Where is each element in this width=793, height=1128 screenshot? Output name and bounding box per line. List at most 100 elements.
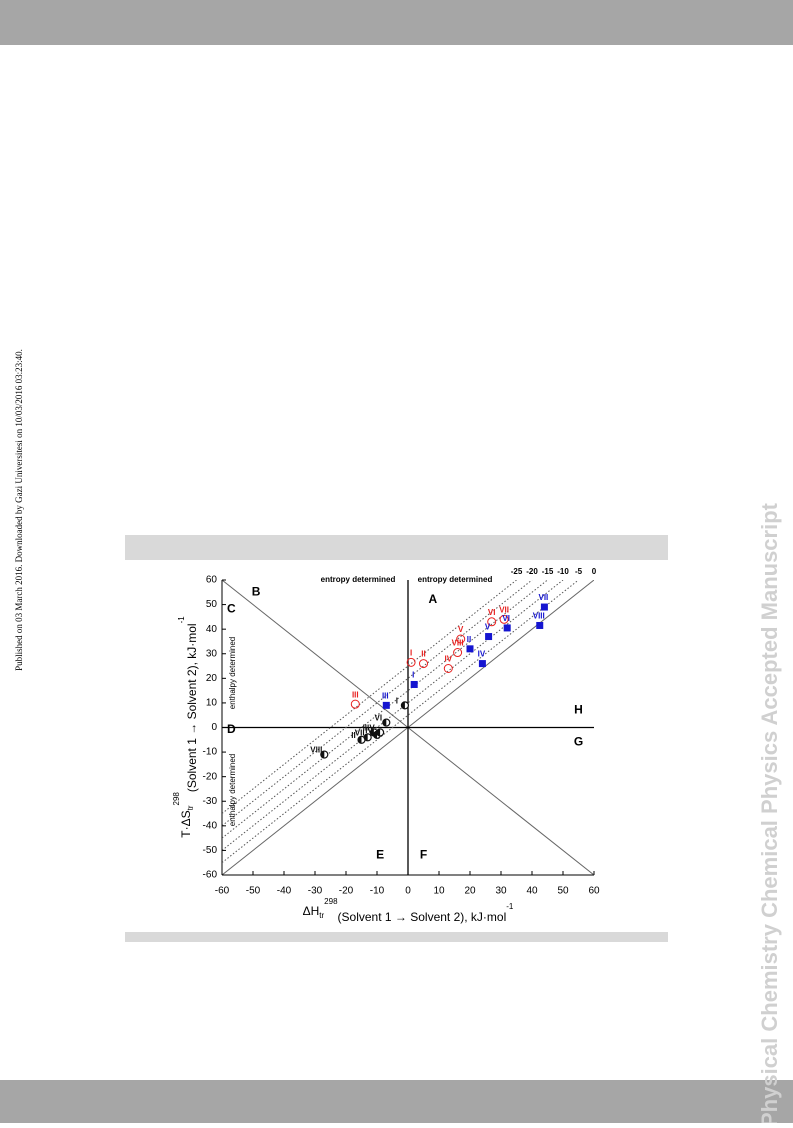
point-label: II [467, 635, 471, 644]
plot-area [222, 580, 594, 875]
point-label: II [421, 650, 425, 659]
xlabel-unit_sup: -1 [506, 902, 514, 911]
y-tick-label: 0 [211, 722, 217, 733]
point [382, 701, 390, 709]
y-tick-label: 20 [206, 673, 218, 684]
region-label: A [428, 592, 437, 606]
point-label: IV [365, 726, 373, 735]
point-half [320, 751, 325, 759]
xlabel-sub: tr [319, 911, 324, 920]
point [499, 614, 509, 624]
point-label: VI [502, 614, 510, 623]
point-label: VII [355, 728, 365, 737]
region-label: C [227, 602, 236, 616]
y-tick-label: 40 [206, 624, 218, 635]
annotation: entropy determined [321, 575, 396, 584]
point-label: VI [488, 608, 496, 617]
ylabel-main: T·ΔS [179, 810, 193, 837]
annotation: enthalpy determined [228, 754, 237, 827]
point-label: IV [445, 655, 453, 664]
point-label: I [396, 696, 398, 705]
point [320, 750, 329, 759]
point [536, 621, 544, 629]
point [350, 699, 360, 709]
point-half [382, 719, 387, 727]
y-tick-label: -10 [203, 747, 218, 758]
x-tick-label: 50 [557, 886, 569, 897]
point [453, 648, 463, 658]
point-label: VI [375, 714, 383, 723]
point [540, 603, 548, 611]
ylabel-sub: tr [186, 805, 195, 810]
point-label: VIII [452, 639, 464, 648]
point-label: VIII [310, 746, 322, 755]
point-label: IV [478, 650, 486, 659]
guide-line [222, 580, 579, 864]
point-half [364, 733, 368, 741]
ylabel: T·ΔStr 298 (Solvent 1 → Solvent 2), kJ·mol… [172, 616, 199, 838]
point-label: V [485, 623, 491, 632]
guide-line [222, 580, 564, 851]
guide-label: -25 [511, 567, 523, 576]
region-label: D [227, 722, 236, 736]
point [485, 633, 493, 641]
guide-label: -5 [575, 567, 583, 576]
guide-label: -15 [542, 567, 554, 576]
x-tick-label: -20 [339, 886, 354, 897]
point [363, 733, 372, 742]
point [419, 659, 428, 669]
point-label: III [363, 724, 370, 733]
x-tick-label: -60 [215, 886, 230, 897]
point [478, 660, 486, 668]
point-label: V [458, 625, 464, 634]
guide-label: -20 [526, 567, 538, 576]
y-tick-label: -50 [203, 845, 218, 856]
point [406, 657, 416, 667]
point [443, 664, 453, 673]
xlabel: ΔHtr298(Solvent 1 → Solvent 2), kJ·mol-1 [303, 897, 514, 924]
top-bar [0, 0, 793, 45]
x-tick-label: -50 [246, 886, 261, 897]
point [382, 718, 391, 727]
point [503, 624, 511, 632]
region-label: H [574, 702, 583, 716]
point-label: III [352, 690, 359, 699]
region-label: E [376, 848, 384, 862]
ylabel-unit_sup: -1 [177, 616, 186, 624]
x-tick-label: 40 [526, 886, 538, 897]
xlabel-main: ΔH [303, 904, 320, 918]
point-label: II [351, 731, 355, 740]
annotation: enthalpy determined [228, 637, 237, 710]
figure-footer [125, 932, 668, 942]
point-half [376, 728, 381, 736]
bottom-bar [0, 1080, 793, 1123]
region-label: G [574, 734, 583, 748]
side-note: Published on 03 March 2016. Downloaded b… [14, 349, 24, 671]
y-tick-label: 30 [206, 648, 218, 659]
x-tick-label: -40 [277, 886, 292, 897]
point-label: VII [539, 593, 549, 602]
point-label: VII [499, 605, 509, 614]
chart: -60 -50 -40 -30 -20 -10 0 10 20 30 40 50 60-60-50-40… [172, 567, 600, 924]
x-tick-label: -30 [308, 886, 323, 897]
point [400, 701, 409, 710]
y-tick-label: -30 [203, 796, 218, 807]
x-tick-label: 10 [433, 886, 445, 897]
guide-label: -10 [557, 567, 569, 576]
annotation: entropy determined [418, 575, 493, 584]
y-tick-label: 50 [206, 599, 218, 610]
point-label: VIII [533, 612, 545, 621]
x-tick-label: 0 [405, 886, 411, 897]
point [466, 645, 474, 653]
x-tick-label: 30 [495, 886, 507, 897]
figure-header [125, 535, 668, 560]
point-label: III [382, 691, 389, 700]
ylabel-rest: (Solvent 1 → Solvent 2), kJ·mol [185, 623, 199, 792]
point-label: V [369, 724, 375, 733]
watermark: Physical Chemistry Chemical Physics Acce… [757, 502, 782, 1123]
point [456, 634, 466, 644]
point-label: I [410, 648, 412, 657]
point [487, 617, 497, 627]
xlabel-rest: (Solvent 1 → Solvent 2), kJ·mol [338, 910, 507, 924]
